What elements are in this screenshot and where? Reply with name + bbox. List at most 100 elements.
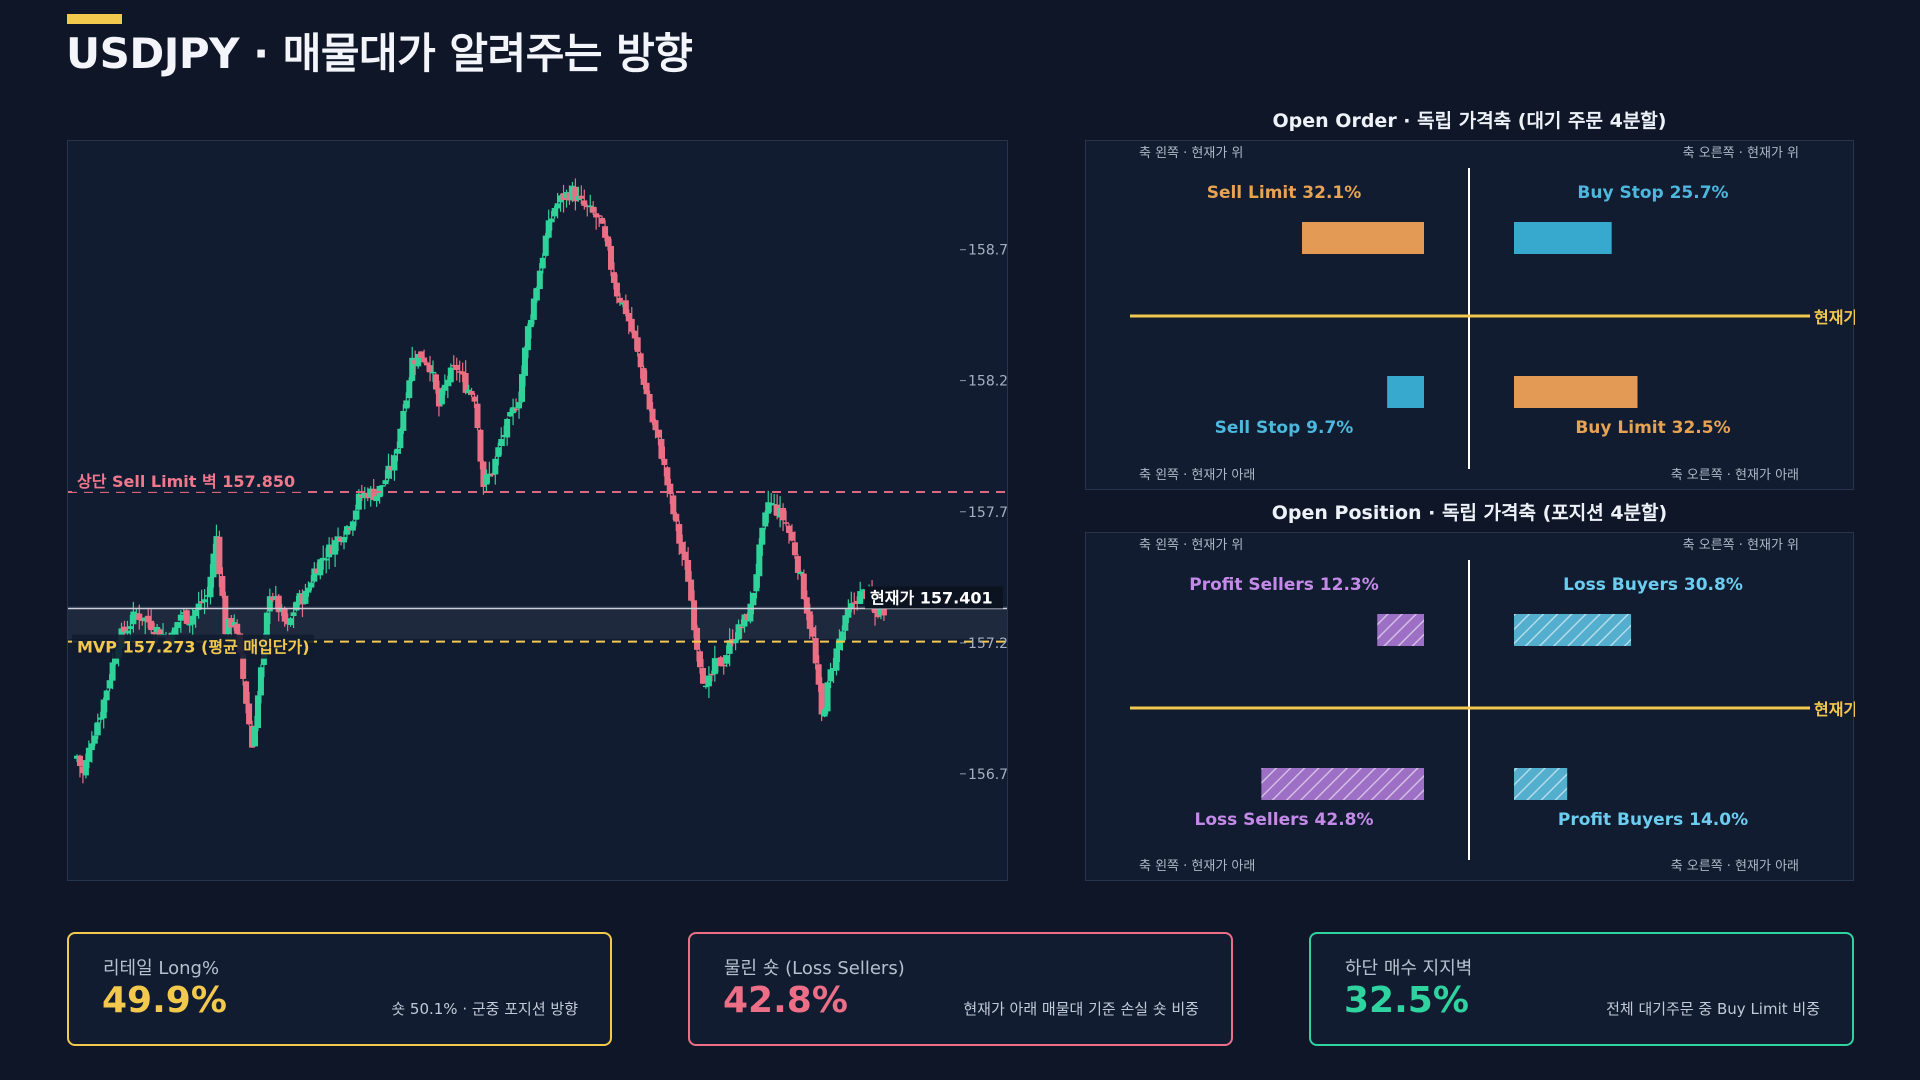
candle-body [246, 703, 253, 725]
candle-body [234, 623, 241, 634]
candle-body [252, 726, 258, 747]
candle-body [851, 602, 858, 604]
candle-body [827, 669, 834, 682]
price-chart: 상단 Sell Limit 벽 157.850 현재가 157.401 MVP 15… [68, 178, 1008, 784]
candle-body [243, 681, 250, 704]
candle-body [536, 270, 543, 290]
profit-sellers-bar [1377, 614, 1424, 646]
candle-body [542, 235, 549, 256]
candle-body [231, 622, 238, 626]
axis-label: 현재가 [1814, 700, 1855, 719]
candle-body [809, 627, 816, 637]
candle-body [602, 226, 609, 238]
candle-body [697, 651, 703, 668]
candle-body [317, 559, 324, 576]
candle-body [664, 467, 671, 486]
corner-label-top-right: 축 오른쪽 · 현재가 위 [1683, 146, 1799, 161]
candle-body [266, 596, 273, 612]
open-order-chart: 축 왼쪽 · 현재가 위 축 오른쪽 · 현재가 위축 왼쪽 · 현재가 아래 축 … [1130, 146, 1858, 483]
candle-body [839, 631, 846, 641]
candle-body [385, 465, 392, 479]
y-tick-label: 158.280 [968, 374, 1008, 390]
candle-body [643, 382, 650, 395]
candle-body [424, 362, 431, 366]
candle-body [189, 615, 196, 625]
candle-body [112, 657, 119, 664]
candle-body [341, 536, 347, 543]
candle-body [800, 573, 807, 600]
candle-body [281, 608, 288, 622]
candle-body [545, 220, 552, 238]
candle-body [519, 374, 525, 402]
open-position-chart: 축 왼쪽 · 현재가 위 축 오른쪽 · 현재가 위축 왼쪽 · 현재가 아래 축 … [1130, 538, 1858, 874]
candle-body [860, 589, 867, 591]
candle-body [489, 473, 496, 476]
candle-body [848, 603, 855, 610]
candle-body [432, 374, 439, 390]
candles-group [74, 178, 887, 784]
candle-body [625, 312, 632, 322]
candle-body [720, 664, 727, 667]
candle-body [812, 638, 819, 664]
current-price-label-bg [865, 586, 1003, 609]
candle-body [750, 592, 757, 606]
candle-body [554, 203, 561, 209]
candle-body [738, 626, 745, 629]
candle-body [652, 420, 659, 431]
candle-body [631, 330, 638, 339]
candle-body [222, 595, 229, 635]
candle-body [290, 612, 297, 617]
retail-long-card: 리테일 Long% 49.9% 숏 50.1% · 군중 포지션 방향 [67, 932, 612, 1046]
profit-sellers-label: Profit Sellers 12.3% [1189, 575, 1379, 595]
candle-body [655, 429, 662, 438]
candle-body [183, 610, 190, 624]
candle-body [596, 215, 603, 217]
candle-body [427, 365, 434, 373]
candle-body [492, 458, 499, 475]
candle-body [726, 640, 733, 654]
candle-body [711, 658, 718, 675]
candle-body [637, 353, 644, 368]
corner-label-bottom-left: 축 왼쪽 · 현재가 아래 [1139, 468, 1255, 483]
candle-body [780, 507, 787, 521]
candle-body [311, 568, 318, 582]
axis-label: 현재가 [1814, 308, 1855, 327]
candle-body [765, 502, 772, 514]
candle-body [130, 611, 137, 625]
y-tick-label: 157.268 [968, 636, 1008, 652]
price-levels: 상단 Sell Limit 벽 157.850 현재가 157.401 MVP 15… [68, 470, 1007, 659]
candle-body [833, 648, 840, 671]
open-order-title: Open Order · 독립 가격축 (대기 주문 4분할) [1272, 110, 1667, 132]
candle-body [759, 527, 766, 545]
card-label: 하단 매수 지지벽 [1345, 958, 1473, 979]
candle-body [578, 195, 585, 199]
candle-body [379, 485, 386, 487]
candle-body [186, 623, 193, 626]
candle-body [462, 373, 469, 393]
candle-body [783, 522, 790, 524]
candle-body [121, 626, 128, 633]
candle-body [803, 597, 810, 614]
candle-body [504, 418, 511, 438]
candle-body [254, 695, 261, 728]
candle-body [717, 657, 724, 667]
candle-body [679, 542, 686, 554]
loss-sellers-card: 물린 숏 (Loss Sellers) 42.8% 현재가 아래 매물대 기준 … [688, 932, 1233, 1046]
candle-body [352, 510, 359, 520]
candle-body [355, 493, 362, 510]
candle-body [610, 272, 617, 283]
candle-body [682, 551, 689, 561]
candle-body [409, 357, 416, 381]
candle-body [572, 186, 579, 202]
candle-body [382, 480, 389, 485]
profit-buyers-label: Profit Buyers 14.0% [1558, 810, 1748, 830]
candle-body [794, 556, 801, 573]
sell-limit-label: Sell Limit 32.1% [1207, 183, 1362, 203]
y-tick-label: 158.785 [968, 243, 1008, 259]
candle-body [263, 612, 270, 639]
candle-body [106, 680, 113, 689]
candle-body [287, 618, 294, 625]
title-accent-bar [67, 14, 122, 24]
candle-body [391, 455, 398, 471]
corner-label-bottom-right: 축 오른쪽 · 현재가 아래 [1671, 859, 1799, 874]
